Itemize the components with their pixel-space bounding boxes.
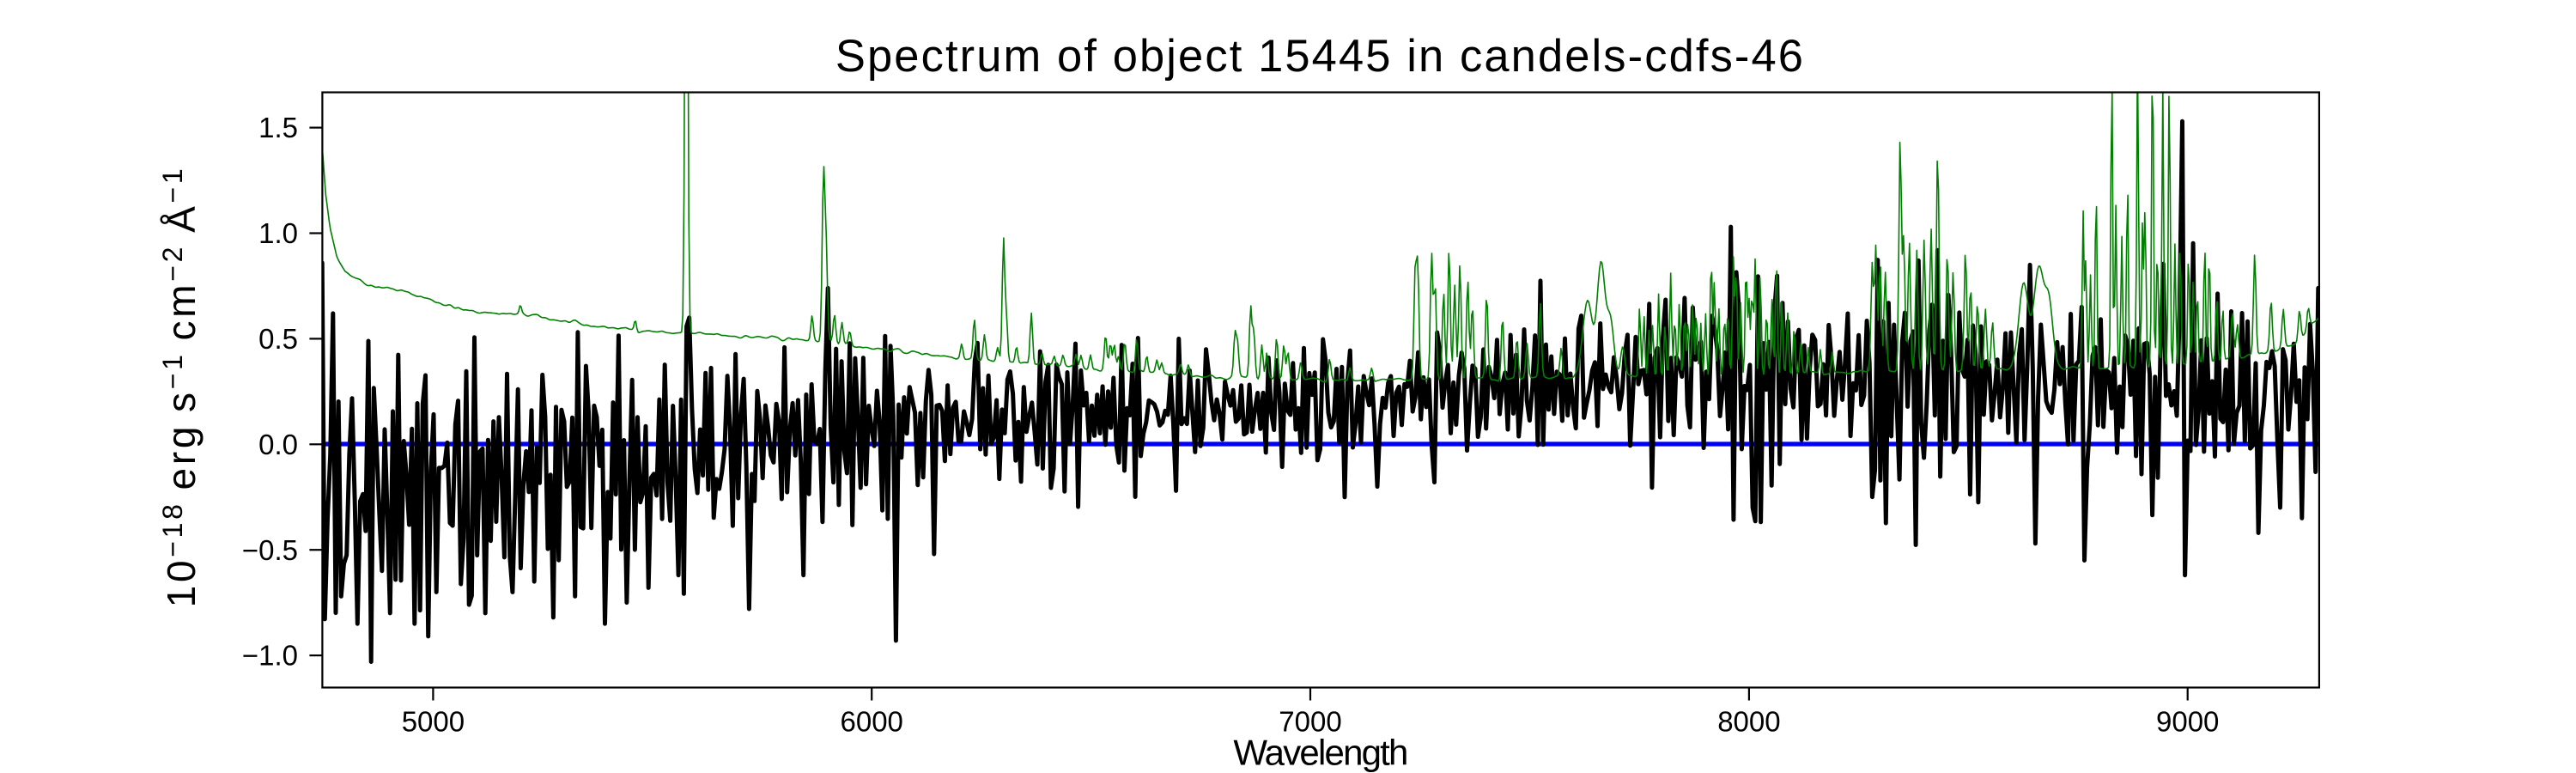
- svg-text:−0.5: −0.5: [242, 534, 298, 566]
- svg-text:Spectrum of object 15445 in ca: Spectrum of object 15445 in candels-cdfs…: [835, 31, 1805, 82]
- svg-text:8000: 8000: [1717, 706, 1780, 738]
- svg-text:−1.0: −1.0: [242, 640, 298, 672]
- svg-text:7000: 7000: [1279, 706, 1341, 738]
- svg-text:1.5: 1.5: [258, 112, 298, 143]
- svg-text:0.5: 0.5: [258, 323, 298, 355]
- svg-text:6000: 6000: [840, 706, 902, 738]
- svg-text:0.0: 0.0: [258, 429, 298, 460]
- svg-text:Wavelength: Wavelength: [1233, 733, 1406, 773]
- svg-text:1.0: 1.0: [258, 217, 298, 249]
- svg-text:5000: 5000: [402, 706, 465, 738]
- svg-text:9000: 9000: [2156, 706, 2219, 738]
